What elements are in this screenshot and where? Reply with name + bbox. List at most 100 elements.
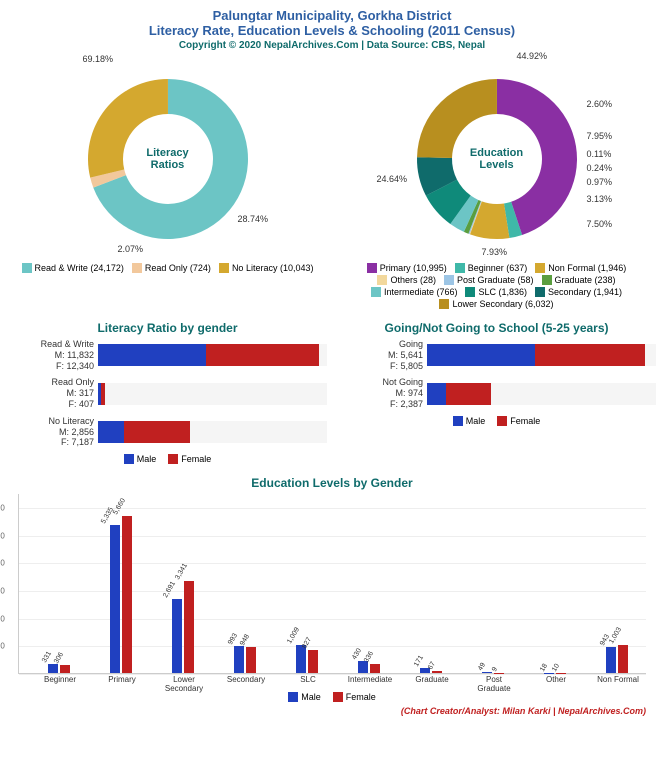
legend-label: Intermediate (766): [384, 287, 458, 297]
credit-line: (Chart Creator/Analyst: Milan Karki | Ne…: [8, 706, 656, 716]
legend-item: Read & Write (24,172): [22, 263, 124, 273]
vbar-female: 336: [370, 664, 380, 673]
hbar-row: Read OnlyM: 317F: 407: [8, 377, 327, 409]
x-tick-label: SLC: [283, 675, 333, 684]
slice-pct-label: 28.74%: [238, 214, 269, 224]
vbar-value: 331: [41, 650, 53, 664]
legend-male-3: Male: [288, 692, 321, 702]
legend-swatch: [542, 275, 552, 285]
legend-label: Others (28): [390, 275, 436, 285]
vbar-female: 1,003: [618, 645, 628, 673]
legend-item: No Literacy (10,043): [219, 263, 314, 273]
vbar-value: 1,003: [608, 627, 623, 646]
hbar-label: No LiteracyM: 2,856F: 7,187: [8, 416, 98, 448]
vbar-male: 943: [606, 647, 616, 673]
vbar-female: 306: [60, 665, 70, 673]
legend-female-2: Female: [497, 416, 540, 426]
legend-item: SLC (1,836): [465, 287, 527, 297]
vbar-male: 5,335: [110, 525, 120, 673]
hbar-female: [206, 344, 319, 366]
title-line-2: Literacy Rate, Education Levels & School…: [8, 23, 656, 38]
hbar-label: Not GoingM: 974F: 2,387: [337, 377, 427, 409]
legend-label: Post Graduate (58): [457, 275, 534, 285]
mf-legend-1: Male Female: [8, 454, 327, 464]
hbar-male: [98, 421, 124, 443]
hbar-male: [427, 344, 535, 366]
legend-item: Intermediate (766): [371, 287, 458, 297]
vbar-value: 10: [551, 663, 561, 673]
hbar-row: Read & WriteM: 11,832F: 12,340: [8, 339, 327, 371]
legend-item: Others (28): [377, 275, 436, 285]
vbar-female: 3,341: [184, 581, 194, 674]
legend-item: Non Formal (1,946): [535, 263, 626, 273]
vbar-value: 3,341: [174, 562, 189, 581]
hbar-label: GoingM: 5,641F: 5,805: [337, 339, 427, 371]
donuts-row: LiteracyRatios 69.18%2.07%28.74% Read & …: [8, 59, 656, 309]
vbar-value: 430: [351, 648, 363, 662]
legend-swatch: [219, 263, 229, 273]
vbar-value: 306: [53, 651, 65, 665]
legend-male: Male: [124, 454, 157, 464]
vbar-value: 948: [239, 633, 251, 647]
legend-label: Beginner (637): [468, 263, 528, 273]
y-tick-label: 3000: [0, 587, 5, 596]
legend-label: Graduate (238): [555, 275, 616, 285]
vbar-group: 5,335 5,660: [110, 516, 132, 673]
slice-pct-label: 2.07%: [118, 244, 144, 254]
mf-legend-2: Male Female: [337, 416, 656, 426]
vbar-value: 171: [413, 655, 425, 669]
header: Palungtar Municipality, Gorkha District …: [8, 8, 656, 51]
legend-swatch: [455, 263, 465, 273]
slice-pct-label: 0.97%: [587, 177, 613, 187]
x-tick-label: Post Graduate: [469, 675, 519, 693]
education-legend: Primary (10,995) Beginner (637) Non Formal…: [337, 263, 656, 309]
y-tick-label: 6000: [0, 504, 5, 513]
vbar-female: 948: [246, 647, 256, 673]
vbar-group: 993 948: [234, 646, 256, 673]
chart-container: Palungtar Municipality, Gorkha District …: [0, 0, 664, 724]
legend-swatch: [371, 287, 381, 297]
legend-label: Read Only (724): [145, 263, 211, 273]
hbar-row: Not GoingM: 974F: 2,387: [337, 377, 656, 409]
legend-swatch: [22, 263, 32, 273]
legend-item: Graduate (238): [542, 275, 616, 285]
vbar-male: 993: [234, 646, 244, 673]
slice-pct-label: 7.95%: [587, 131, 613, 141]
education-donut-center-label: EducationLevels: [470, 147, 523, 171]
legend-item: Post Graduate (58): [444, 275, 534, 285]
vbar-male: 49: [482, 672, 492, 673]
hbar-row: GoingM: 5,641F: 5,805: [337, 339, 656, 371]
legend-item: Beginner (637): [455, 263, 528, 273]
hbar-label: Read & WriteM: 11,832F: 12,340: [8, 339, 98, 371]
legend-swatch: [132, 263, 142, 273]
vbar-value: 49: [477, 662, 487, 672]
schooling-title: Going/Not Going to School (5-25 years): [337, 321, 656, 335]
legend-item: Lower Secondary (6,032): [439, 299, 553, 309]
hbar-male: [98, 344, 206, 366]
x-tick-label: Graduate: [407, 675, 457, 684]
legend-label: SLC (1,836): [478, 287, 527, 297]
vbar-group: 943 1,003: [606, 645, 628, 673]
legend-swatch: [465, 287, 475, 297]
legend-label: No Literacy (10,043): [232, 263, 314, 273]
hbar-bars: [427, 344, 656, 366]
vbar-value: 993: [227, 632, 239, 646]
x-tick-label: Primary: [97, 675, 147, 684]
legend-item: Primary (10,995): [367, 263, 447, 273]
literacy-by-gender-chart: Read & WriteM: 11,832F: 12,340 Read Only…: [8, 339, 327, 448]
vbar-group: 2,691 3,341: [172, 581, 194, 674]
hbar-female: [446, 383, 492, 405]
slice-pct-label: 0.11%: [587, 149, 612, 159]
legend-label: Lower Secondary (6,032): [452, 299, 553, 309]
legend-swatch: [377, 275, 387, 285]
vbar-group: 171 67: [420, 668, 442, 673]
vbar-male: 430: [358, 661, 368, 673]
legend-label: Secondary (1,941): [548, 287, 622, 297]
legend-female: Female: [168, 454, 211, 464]
legend-swatch: [439, 299, 449, 309]
legend-male-2: Male: [453, 416, 486, 426]
slice-pct-label: 24.64%: [377, 174, 408, 184]
hbar-bars: [98, 344, 327, 366]
copyright-line: Copyright © 2020 NepalArchives.Com | Dat…: [8, 40, 656, 51]
hbar-bars: [427, 383, 656, 405]
